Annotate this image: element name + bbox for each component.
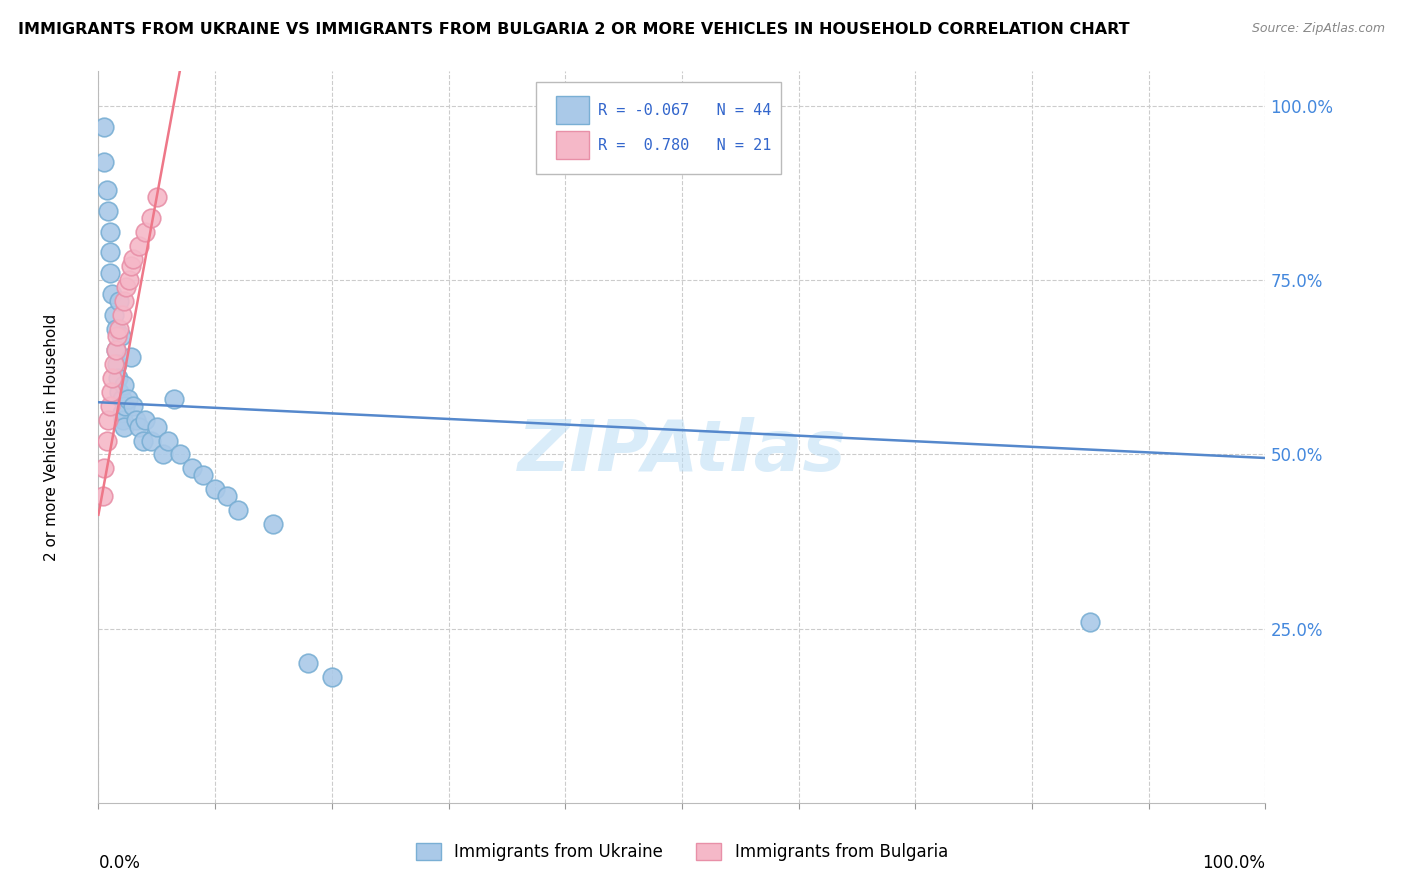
Point xyxy=(1080,615,1102,629)
FancyBboxPatch shape xyxy=(555,131,589,159)
Point xyxy=(101,287,124,301)
Point xyxy=(112,377,135,392)
Point xyxy=(111,308,134,322)
Text: 100.0%: 100.0% xyxy=(1202,854,1265,872)
Point xyxy=(111,406,134,420)
Point xyxy=(169,448,191,462)
Point xyxy=(98,399,121,413)
Point xyxy=(134,412,156,426)
Point xyxy=(128,419,150,434)
Point xyxy=(105,329,128,343)
Point xyxy=(108,322,131,336)
Point xyxy=(105,357,128,371)
Point xyxy=(114,399,136,413)
Point xyxy=(91,489,114,503)
Point xyxy=(134,225,156,239)
Point xyxy=(163,392,186,406)
Point xyxy=(122,399,145,413)
Point xyxy=(157,434,180,448)
Point xyxy=(262,517,284,532)
Point xyxy=(215,489,238,503)
Point xyxy=(112,294,135,309)
Point xyxy=(104,343,127,357)
Point xyxy=(101,371,124,385)
Point xyxy=(98,225,121,239)
Point xyxy=(93,120,115,134)
Point xyxy=(128,238,150,252)
Point xyxy=(297,657,319,671)
Point xyxy=(104,322,127,336)
Point xyxy=(108,294,131,309)
FancyBboxPatch shape xyxy=(555,96,589,124)
Point xyxy=(98,245,121,260)
Text: R = -0.067   N = 44: R = -0.067 N = 44 xyxy=(598,103,772,118)
Point xyxy=(146,190,169,204)
Point xyxy=(132,434,155,448)
Text: 0.0%: 0.0% xyxy=(98,854,141,872)
Text: R =  0.780   N = 21: R = 0.780 N = 21 xyxy=(598,137,772,153)
FancyBboxPatch shape xyxy=(536,82,782,174)
Text: 2 or more Vehicles in Household: 2 or more Vehicles in Household xyxy=(44,313,59,561)
Point xyxy=(96,434,118,448)
Point xyxy=(103,357,125,371)
Point xyxy=(97,203,120,218)
Point xyxy=(93,461,115,475)
Text: ZIPAtlas: ZIPAtlas xyxy=(517,417,846,486)
Point xyxy=(93,155,115,169)
Point xyxy=(97,412,120,426)
Point xyxy=(103,308,125,322)
Point xyxy=(125,412,148,426)
Text: Source: ZipAtlas.com: Source: ZipAtlas.com xyxy=(1251,22,1385,36)
Point xyxy=(108,384,131,399)
Point xyxy=(139,211,162,225)
Text: IMMIGRANTS FROM UKRAINE VS IMMIGRANTS FROM BULGARIA 2 OR MORE VEHICLES IN HOUSEH: IMMIGRANTS FROM UKRAINE VS IMMIGRANTS FR… xyxy=(18,22,1130,37)
Point xyxy=(193,468,215,483)
Point xyxy=(111,412,134,426)
Point xyxy=(180,461,202,475)
Point xyxy=(139,434,162,448)
Point xyxy=(112,419,135,434)
Point xyxy=(146,419,169,434)
Legend: Immigrants from Ukraine, Immigrants from Bulgaria: Immigrants from Ukraine, Immigrants from… xyxy=(409,836,955,868)
Point xyxy=(152,448,174,462)
Point xyxy=(111,392,134,406)
Point xyxy=(100,384,122,399)
Point xyxy=(117,392,139,406)
Point xyxy=(321,670,343,684)
Point xyxy=(115,280,138,294)
Point xyxy=(120,350,142,364)
Point xyxy=(118,273,141,287)
Point xyxy=(204,483,226,497)
Point xyxy=(98,266,121,280)
Point xyxy=(104,343,127,357)
Point xyxy=(110,329,132,343)
Point xyxy=(96,183,118,197)
Point xyxy=(228,503,250,517)
Point xyxy=(122,252,145,267)
Point xyxy=(107,371,129,385)
Point xyxy=(120,260,142,274)
